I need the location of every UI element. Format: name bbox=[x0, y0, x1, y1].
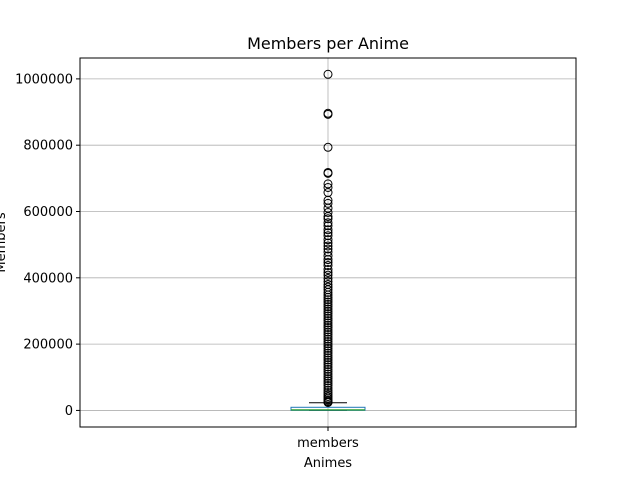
outlier-point bbox=[323, 299, 333, 309]
outlier-point bbox=[323, 360, 333, 370]
outlier-point bbox=[323, 316, 333, 326]
outlier-point bbox=[323, 304, 333, 314]
outlier-point bbox=[323, 357, 333, 367]
y-tick-label: 600000 bbox=[23, 205, 73, 220]
outlier-point bbox=[323, 238, 333, 248]
outlier-point bbox=[323, 320, 333, 330]
outlier-point bbox=[323, 287, 333, 297]
outlier-point bbox=[323, 268, 333, 278]
outlier-point bbox=[323, 69, 333, 79]
outlier-point bbox=[323, 332, 333, 342]
outlier-point bbox=[323, 295, 333, 305]
outlier-point bbox=[323, 198, 333, 208]
outlier-point bbox=[323, 362, 333, 372]
y-tick-label: 800000 bbox=[23, 139, 73, 154]
outlier-point bbox=[323, 313, 333, 323]
y-tick-label: 400000 bbox=[23, 271, 73, 286]
box-plot-marks bbox=[290, 69, 366, 411]
chart-title: Members per Anime bbox=[247, 34, 409, 53]
outlier-point bbox=[323, 251, 333, 261]
grid-layer bbox=[80, 58, 576, 427]
outlier-point bbox=[323, 292, 333, 302]
x-axis: members bbox=[297, 427, 359, 451]
outlier-point bbox=[323, 341, 333, 351]
outlier-point bbox=[323, 343, 333, 353]
outlier-point bbox=[323, 371, 333, 381]
outlier-point bbox=[323, 235, 333, 245]
outlier-point bbox=[323, 383, 333, 393]
outlier-point bbox=[323, 211, 333, 221]
outlier-point bbox=[323, 142, 333, 152]
outlier-point bbox=[323, 381, 333, 391]
y-axis: 0 200000 400000 600000 800000 1000000 bbox=[15, 72, 80, 419]
outlier-point bbox=[323, 231, 333, 241]
outlier-point bbox=[323, 374, 333, 384]
outlier-point bbox=[323, 241, 333, 251]
outlier-point bbox=[323, 302, 333, 312]
outlier-point bbox=[323, 306, 333, 316]
outlier-point bbox=[323, 397, 333, 407]
x-tick-label: members bbox=[297, 436, 359, 451]
outlier-point bbox=[323, 327, 333, 337]
outlier-point bbox=[323, 270, 333, 280]
outlier-point bbox=[323, 218, 333, 228]
outlier-point bbox=[323, 309, 333, 319]
outlier-point bbox=[323, 179, 333, 189]
outlier-point bbox=[323, 221, 333, 231]
outlier-point bbox=[323, 318, 333, 328]
outlier-point bbox=[323, 353, 333, 363]
outlier-point bbox=[323, 355, 333, 365]
outlier-point bbox=[323, 261, 333, 271]
y-tick-label: 200000 bbox=[23, 338, 73, 353]
outlier-point bbox=[323, 290, 333, 300]
outlier-point bbox=[323, 336, 333, 346]
outlier-point bbox=[323, 228, 333, 238]
outlier-point bbox=[323, 273, 333, 283]
outlier-point bbox=[323, 369, 333, 379]
outlier-point bbox=[323, 334, 333, 344]
outlier-point bbox=[323, 346, 333, 356]
outlier-point bbox=[323, 225, 333, 235]
outlier-point bbox=[323, 207, 333, 217]
outlier-point bbox=[323, 265, 333, 275]
outlier-point bbox=[323, 378, 333, 388]
x-axis-label: Animes bbox=[304, 456, 352, 471]
outlier-point bbox=[323, 182, 333, 192]
outlier-point bbox=[323, 367, 333, 377]
outlier-point bbox=[323, 348, 333, 358]
outlier-point bbox=[323, 350, 333, 360]
outlier-point bbox=[323, 168, 333, 178]
outlier-point bbox=[323, 297, 333, 307]
outlier-point bbox=[323, 258, 333, 268]
outlier-point bbox=[323, 325, 333, 335]
outlier-point bbox=[323, 376, 333, 386]
outlier-point bbox=[323, 364, 333, 374]
outlier-point bbox=[323, 255, 333, 265]
outlier-point bbox=[323, 109, 333, 119]
outlier-point bbox=[323, 311, 333, 321]
outlier-point bbox=[323, 330, 333, 340]
y-tick-label: 0 bbox=[65, 404, 73, 419]
outlier-point bbox=[323, 323, 333, 333]
outlier-point bbox=[323, 339, 333, 349]
y-axis-label: Members bbox=[0, 212, 9, 272]
y-tick-label: 1000000 bbox=[15, 72, 73, 87]
outlier-point bbox=[323, 214, 333, 224]
outlier-point bbox=[323, 244, 333, 254]
